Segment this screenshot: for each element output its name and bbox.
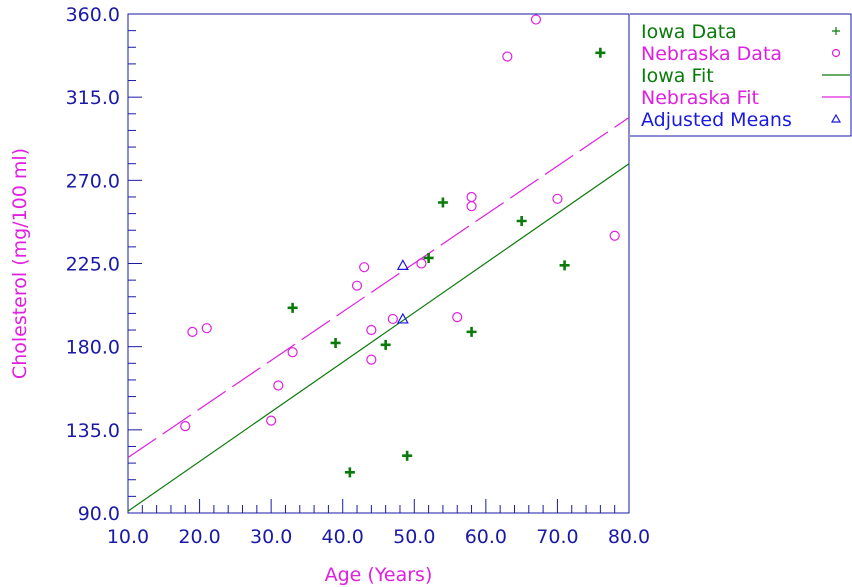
data-point-adjusted-means <box>396 259 409 270</box>
data-point-nebraska-data <box>266 415 277 426</box>
y-tick-label: 180.0 <box>66 337 120 359</box>
data-point-iowa-data <box>437 197 448 208</box>
x-tick-label: 40.0 <box>322 526 364 548</box>
legend-border <box>630 13 852 137</box>
data-point-nebraska-data <box>201 323 212 334</box>
x-tick-label: 10.0 <box>107 526 149 548</box>
plot-area-border <box>127 13 630 514</box>
y-tick-label: 315.0 <box>66 87 120 109</box>
data-point-nebraska-data <box>552 193 563 204</box>
x-tick-label: 80.0 <box>608 526 650 548</box>
x-tick-label: 30.0 <box>250 526 292 548</box>
legend-label: Adjusted Means <box>641 109 792 131</box>
y-axis-title: Cholesterol (mg/100 ml) <box>9 148 31 379</box>
data-point-nebraska-data <box>359 262 370 273</box>
data-point-nebraska-data <box>351 280 363 291</box>
legend-label: Nebraska Fit <box>641 87 759 109</box>
data-point-nebraska-data <box>416 258 427 269</box>
data-point-nebraska-data <box>366 324 377 336</box>
fit-line-iowa-fit <box>127 163 630 512</box>
data-point-nebraska-data <box>273 380 284 391</box>
axis-ticks: 90.0 135.0 180.0 225.0 270.0 315.0 360.0 10.0 20… <box>66 4 651 548</box>
data-point-nebraska-data <box>387 313 398 325</box>
legend-plus-marker <box>832 27 840 35</box>
x-tick-label: 70.0 <box>536 526 578 548</box>
data-point-nebraska-data <box>530 14 542 25</box>
data-point-nebraska-data <box>466 201 477 212</box>
data-point-iowa-data <box>466 326 477 337</box>
legend-triangle-marker <box>830 113 842 123</box>
data-point-nebraska-data <box>502 51 513 62</box>
fit-line-nebraska-fit <box>127 116 630 459</box>
x-axis-title: Age (Years) <box>325 564 433 586</box>
data-point-nebraska-data <box>366 354 377 365</box>
x-tick-label: 50.0 <box>393 526 435 548</box>
data-point-nebraska-data <box>287 347 298 358</box>
y-tick-label: 225.0 <box>66 254 120 276</box>
data-points <box>180 14 620 478</box>
legend-label: Nebraska Data <box>641 43 782 65</box>
data-point-iowa-data <box>423 252 434 263</box>
x-tick-label: 60.0 <box>465 526 507 548</box>
y-tick-label: 360.0 <box>66 4 120 26</box>
y-tick-label: 270.0 <box>66 170 120 192</box>
data-point-adjusted-means <box>396 312 409 324</box>
data-point-iowa-data <box>344 467 355 478</box>
data-point-nebraska-data <box>187 326 198 337</box>
data-point-iowa-data <box>330 337 341 348</box>
data-point-iowa-data <box>595 47 606 58</box>
legend-circle-marker <box>831 48 841 58</box>
data-point-iowa-data <box>287 302 298 313</box>
fit-lines <box>127 116 630 512</box>
y-tick-label: 90.0 <box>78 503 120 525</box>
data-point-nebraska-data <box>180 421 191 432</box>
data-point-iowa-data <box>516 215 527 226</box>
data-point-nebraska-data <box>452 311 463 323</box>
data-point-iowa-data <box>380 339 391 350</box>
legend-label: Iowa Fit <box>641 65 714 87</box>
legend-label: Iowa Data <box>641 21 737 43</box>
plot-frame <box>127 13 630 514</box>
data-point-nebraska-data <box>609 230 620 241</box>
data-point-iowa-data <box>402 450 413 461</box>
data-point-iowa-data <box>559 260 570 271</box>
data-point-nebraska-data <box>466 191 477 203</box>
y-tick-label: 135.0 <box>66 420 120 442</box>
x-tick-label: 20.0 <box>178 526 220 548</box>
